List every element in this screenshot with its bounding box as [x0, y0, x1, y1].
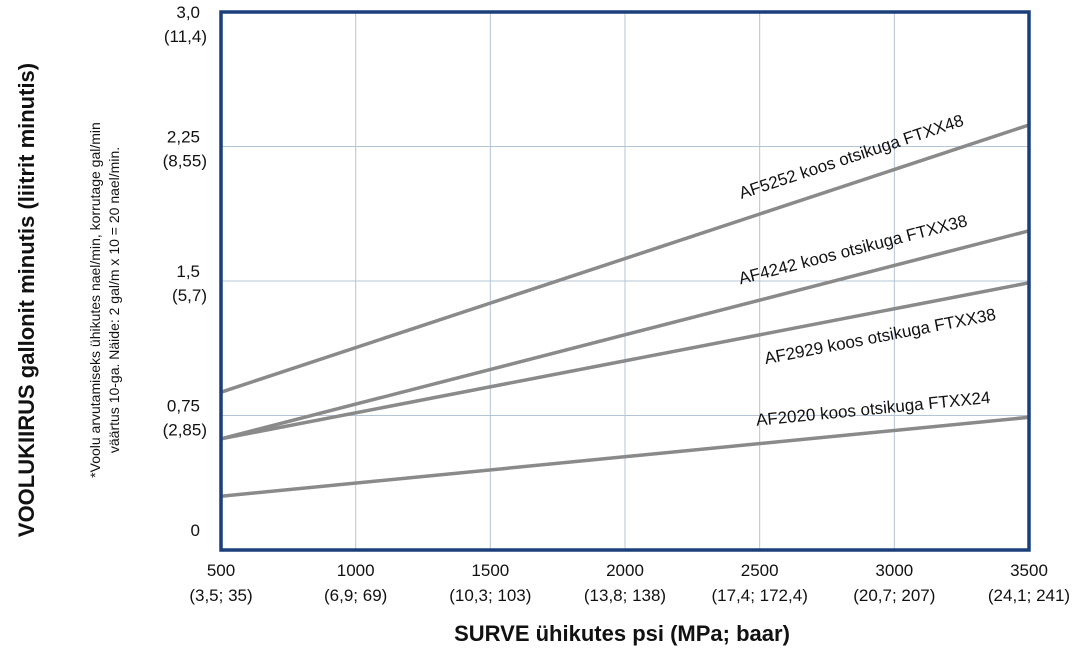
x-tick-label-5: 3000 [875, 561, 913, 580]
grid [221, 12, 1029, 550]
series-lines [220, 123, 1030, 498]
x-tick-label-1: 1000 [337, 561, 375, 580]
x-tick-sublabel-6: (24,1; 241) [988, 586, 1070, 605]
y-tick-label-1: 2,25 [167, 128, 200, 147]
series-line-1 [220, 229, 1030, 441]
series-line-2 [220, 281, 1030, 441]
x-tick-sublabel-5: (20,7; 207) [853, 586, 935, 605]
x-tick-label-4: 2500 [741, 561, 779, 580]
y-tick-sublabel-0: (11,4) [164, 27, 207, 46]
x-axis-ticks: 500 (3,5; 35) 1000 (6,9; 69) 1500 (10,3; 103)… [189, 561, 1070, 605]
y-axis-title-bold: VOOLUKIIRUS [14, 384, 39, 537]
x-tick-label-3: 2000 [606, 561, 644, 580]
x-tick-sublabel-4: (17,4; 172,4) [711, 586, 807, 605]
y-tick-label-3: 0,75 [167, 397, 200, 416]
x-axis-title: SURVE ühikutes psi (MPa; baar) [454, 621, 790, 646]
x-tick-sublabel-1: (6,9; 69) [324, 586, 387, 605]
x-tick-label-0: 500 [207, 561, 235, 580]
y-tick-sublabel-3: (2,85) [163, 421, 207, 440]
calc-note-line-2: väärtus 10-ga. Näide: 2 gal/m x 10 = 20 … [106, 147, 122, 453]
calc-note-line-1: *Voolu arvutamiseks ühikutes nael/min, k… [87, 122, 103, 478]
y-tick-label-4: 0 [191, 521, 200, 540]
x-tick-label-6: 3500 [1010, 561, 1048, 580]
series-line-0 [220, 123, 1030, 394]
y-tick-label-0: 3,0 [176, 3, 200, 22]
series-label-2: AF2929 koos otsikuga FTXX38 [763, 305, 998, 368]
series-line-3 [220, 415, 1030, 498]
y-axis-title: VOOLUKIIRUS gallonit minutis (liitrit mi… [14, 63, 39, 537]
y-axis-title-rest: gallonit minutis (liitrit minutis) [14, 63, 39, 384]
y-tick-sublabel-1: (8,55) [163, 152, 207, 171]
x-tick-sublabel-3: (13,8; 138) [584, 586, 666, 605]
x-tick-label-2: 1500 [471, 561, 509, 580]
y-axis-ticks: 3,0 (11,4) 2,25 (8,55) 1,5 (5,7) 0,75 (2,85) 0 [163, 3, 207, 540]
y-tick-sublabel-2: (5,7) [172, 286, 207, 305]
y-tick-label-2: 1,5 [176, 262, 200, 281]
x-tick-sublabel-0: (3,5; 35) [189, 586, 252, 605]
x-tick-sublabel-2: (10,3; 103) [449, 586, 531, 605]
plot-frame [219, 10, 1031, 552]
